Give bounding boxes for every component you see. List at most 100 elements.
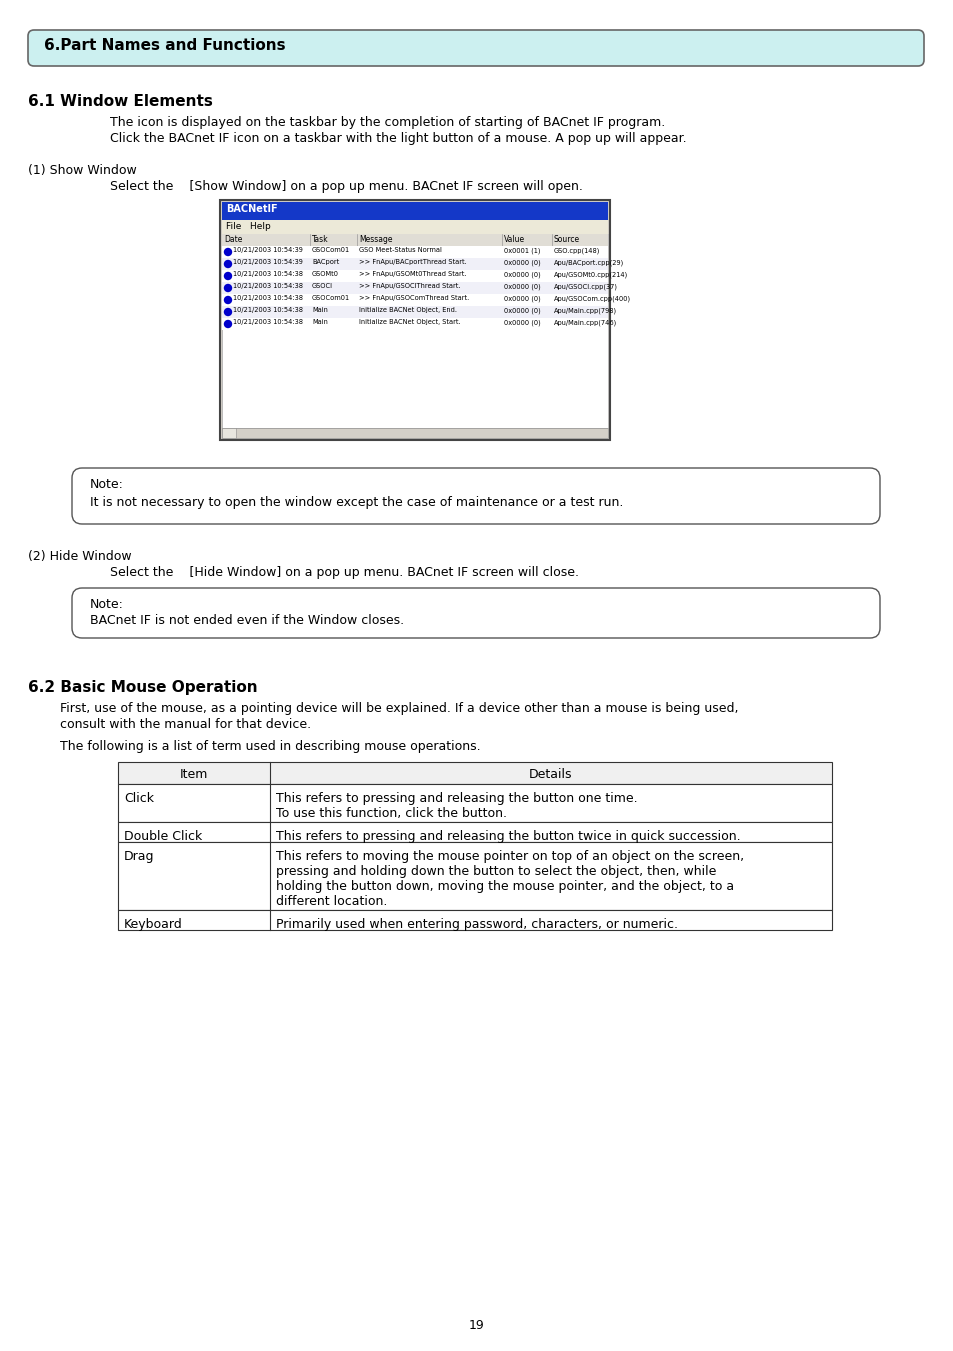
Circle shape <box>224 273 232 280</box>
Text: 10/21/2003 10:54:38: 10/21/2003 10:54:38 <box>233 295 303 301</box>
Bar <box>222 203 607 220</box>
Bar <box>222 428 235 438</box>
Text: GSOCom01: GSOCom01 <box>312 295 350 301</box>
Text: GSOCom01: GSOCom01 <box>312 247 350 253</box>
Bar <box>222 246 607 258</box>
Text: 0x0000 (0): 0x0000 (0) <box>503 319 540 326</box>
Text: 0x0001 (1): 0x0001 (1) <box>503 247 540 254</box>
Circle shape <box>224 285 232 292</box>
Text: The icon is displayed on the taskbar by the completion of starting of BACnet IF : The icon is displayed on the taskbar by … <box>110 116 664 128</box>
Text: Apu/GSOCI.cpp(37): Apu/GSOCI.cpp(37) <box>554 282 618 289</box>
Text: File   Help: File Help <box>226 222 271 231</box>
Text: Keyboard: Keyboard <box>124 917 183 931</box>
Text: different location.: different location. <box>275 894 387 908</box>
Circle shape <box>224 320 232 327</box>
Text: GSO.cpp(148): GSO.cpp(148) <box>554 247 599 254</box>
Circle shape <box>224 249 232 255</box>
Bar <box>222 428 607 438</box>
Text: BACnet IF is not ended even if the Window closes.: BACnet IF is not ended even if the Windo… <box>90 613 404 627</box>
Bar <box>118 784 831 821</box>
Text: consult with the manual for that device.: consult with the manual for that device. <box>60 717 311 731</box>
Text: This refers to moving the mouse pointer on top of an object on the screen,: This refers to moving the mouse pointer … <box>275 850 743 863</box>
Text: Apu/Main.cpp(798): Apu/Main.cpp(798) <box>554 307 617 313</box>
Text: Task: Task <box>312 235 328 245</box>
Text: To use this function, click the button.: To use this function, click the button. <box>275 807 506 820</box>
Text: 6.Part Names and Functions: 6.Part Names and Functions <box>44 38 285 53</box>
Text: This refers to pressing and releasing the button one time.: This refers to pressing and releasing th… <box>275 792 637 805</box>
Bar <box>222 220 607 234</box>
Bar <box>220 200 609 440</box>
Text: First, use of the mouse, as a pointing device will be explained. If a device oth: First, use of the mouse, as a pointing d… <box>60 703 738 715</box>
Bar <box>222 317 607 330</box>
Text: Select the    [Show Window] on a pop up menu. BACnet IF screen will open.: Select the [Show Window] on a pop up men… <box>110 180 582 193</box>
Text: Select the    [Hide Window] on a pop up menu. BACnet IF screen will close.: Select the [Hide Window] on a pop up men… <box>110 566 578 580</box>
Text: >> FnApu/GSOComThread Start.: >> FnApu/GSOComThread Start. <box>358 295 469 301</box>
Text: GSO Meet-Status Normal: GSO Meet-Status Normal <box>358 247 441 253</box>
Text: Note:: Note: <box>90 478 124 490</box>
Text: The following is a list of term used in describing mouse operations.: The following is a list of term used in … <box>60 740 480 753</box>
Bar <box>118 821 831 842</box>
Text: Main: Main <box>312 307 328 313</box>
Text: 6.2 Basic Mouse Operation: 6.2 Basic Mouse Operation <box>28 680 257 694</box>
Bar <box>222 234 607 246</box>
Text: Date: Date <box>224 235 242 245</box>
Text: 10/21/2003 10:54:39: 10/21/2003 10:54:39 <box>233 259 302 265</box>
Text: Apu/BACport.cpp(29): Apu/BACport.cpp(29) <box>554 259 623 266</box>
FancyBboxPatch shape <box>71 588 879 638</box>
Text: 10/21/2003 10:54:38: 10/21/2003 10:54:38 <box>233 319 303 326</box>
Text: Message: Message <box>358 235 392 245</box>
Bar <box>118 911 831 929</box>
Text: 0x0000 (0): 0x0000 (0) <box>503 295 540 301</box>
Text: 10/21/2003 10:54:38: 10/21/2003 10:54:38 <box>233 307 303 313</box>
Text: >> FnApu/BACportThread Start.: >> FnApu/BACportThread Start. <box>358 259 466 265</box>
Text: BACport: BACport <box>312 259 339 265</box>
Text: 19: 19 <box>469 1319 484 1332</box>
Text: 0x0000 (0): 0x0000 (0) <box>503 259 540 266</box>
FancyBboxPatch shape <box>71 467 879 524</box>
Bar <box>222 295 607 305</box>
Text: Apu/GSOCom.cpp(400): Apu/GSOCom.cpp(400) <box>554 295 631 301</box>
Text: 0x0000 (0): 0x0000 (0) <box>503 272 540 277</box>
Text: >> FnApu/GSOMt0Thread Start.: >> FnApu/GSOMt0Thread Start. <box>358 272 466 277</box>
Text: 10/21/2003 10:54:39: 10/21/2003 10:54:39 <box>233 247 302 253</box>
Text: (2) Hide Window: (2) Hide Window <box>28 550 132 563</box>
Text: Apu/Main.cpp(746): Apu/Main.cpp(746) <box>554 319 617 326</box>
Text: GSOCI: GSOCI <box>312 282 333 289</box>
Text: Click the BACnet IF icon on a taskbar with the light button of a mouse. A pop up: Click the BACnet IF icon on a taskbar wi… <box>110 132 686 145</box>
Bar <box>118 762 831 784</box>
Text: Details: Details <box>529 767 572 781</box>
Text: 10/21/2003 10:54:38: 10/21/2003 10:54:38 <box>233 272 303 277</box>
Text: Apu/GSOMt0.cpp(214): Apu/GSOMt0.cpp(214) <box>554 272 628 277</box>
Bar <box>222 258 607 270</box>
Text: It is not necessary to open the window except the case of maintenance or a test : It is not necessary to open the window e… <box>90 496 622 509</box>
Text: Drag: Drag <box>124 850 154 863</box>
Bar <box>222 282 607 295</box>
Text: BACNetIF: BACNetIF <box>226 204 277 213</box>
Text: Source: Source <box>554 235 579 245</box>
Text: 6.1 Window Elements: 6.1 Window Elements <box>28 95 213 109</box>
Text: (1) Show Window: (1) Show Window <box>28 163 136 177</box>
Text: Primarily used when entering password, characters, or numeric.: Primarily used when entering password, c… <box>275 917 678 931</box>
Text: 0x0000 (0): 0x0000 (0) <box>503 307 540 313</box>
Text: GSOMt0: GSOMt0 <box>312 272 338 277</box>
Text: holding the button down, moving the mouse pointer, and the object, to a: holding the button down, moving the mous… <box>275 880 734 893</box>
Text: 0x0000 (0): 0x0000 (0) <box>503 282 540 289</box>
Text: Click: Click <box>124 792 153 805</box>
Text: Initialize BACNet Object, End.: Initialize BACNet Object, End. <box>358 307 456 313</box>
Text: Item: Item <box>179 767 208 781</box>
FancyBboxPatch shape <box>28 30 923 66</box>
Bar <box>222 234 607 428</box>
Text: Value: Value <box>503 235 524 245</box>
Circle shape <box>224 261 232 267</box>
Text: Main: Main <box>312 319 328 326</box>
Bar <box>222 270 607 282</box>
Text: Initialize BACNet Object, Start.: Initialize BACNet Object, Start. <box>358 319 460 326</box>
Circle shape <box>224 308 232 316</box>
Text: >> FnApu/GSOCIThread Start.: >> FnApu/GSOCIThread Start. <box>358 282 460 289</box>
Text: This refers to pressing and releasing the button twice in quick succession.: This refers to pressing and releasing th… <box>275 830 740 843</box>
Text: Note:: Note: <box>90 598 124 611</box>
Bar <box>222 305 607 317</box>
Text: Double Click: Double Click <box>124 830 202 843</box>
Bar <box>118 842 831 911</box>
Circle shape <box>224 296 232 304</box>
